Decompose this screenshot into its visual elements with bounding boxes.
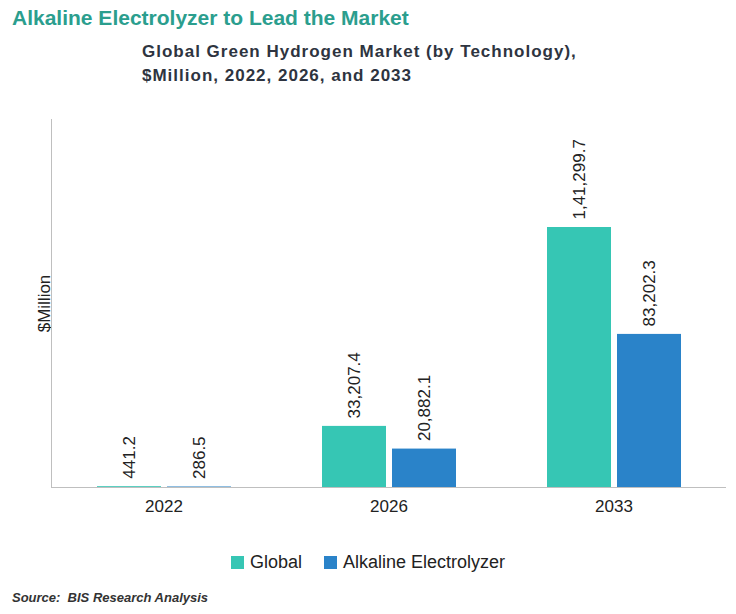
svg-text:286.5: 286.5	[190, 436, 209, 479]
html-text:Global: Global	[250, 552, 302, 572]
svg-text:1,41,299.7: 1,41,299.7	[570, 139, 589, 219]
svg-text:2022: 2022	[145, 497, 183, 516]
svg-text:20,882.1: 20,882.1	[415, 375, 434, 441]
html-text:Alkaline Electrolyzer to Lead: Alkaline Electrolyzer to Lead the Market	[12, 6, 409, 29]
svg-text:83,202.3: 83,202.3	[640, 260, 659, 326]
svg-text:441.2: 441.2	[120, 436, 139, 479]
html-text:Global Green Hydrogen Market (: Global Green Hydrogen Market (by Technol…	[142, 42, 577, 85]
svg-text:2033: 2033	[595, 497, 633, 516]
svg-text:$Million: $Million	[35, 275, 54, 333]
html-text:Alkaline Electrolyzer: Alkaline Electrolyzer	[343, 552, 505, 572]
svg-text:33,207.4: 33,207.4	[345, 352, 364, 418]
html-text:Source: BIS Research Analysis: Source: BIS Research Analysis	[12, 590, 209, 605]
svg-text:2026: 2026	[370, 497, 408, 516]
